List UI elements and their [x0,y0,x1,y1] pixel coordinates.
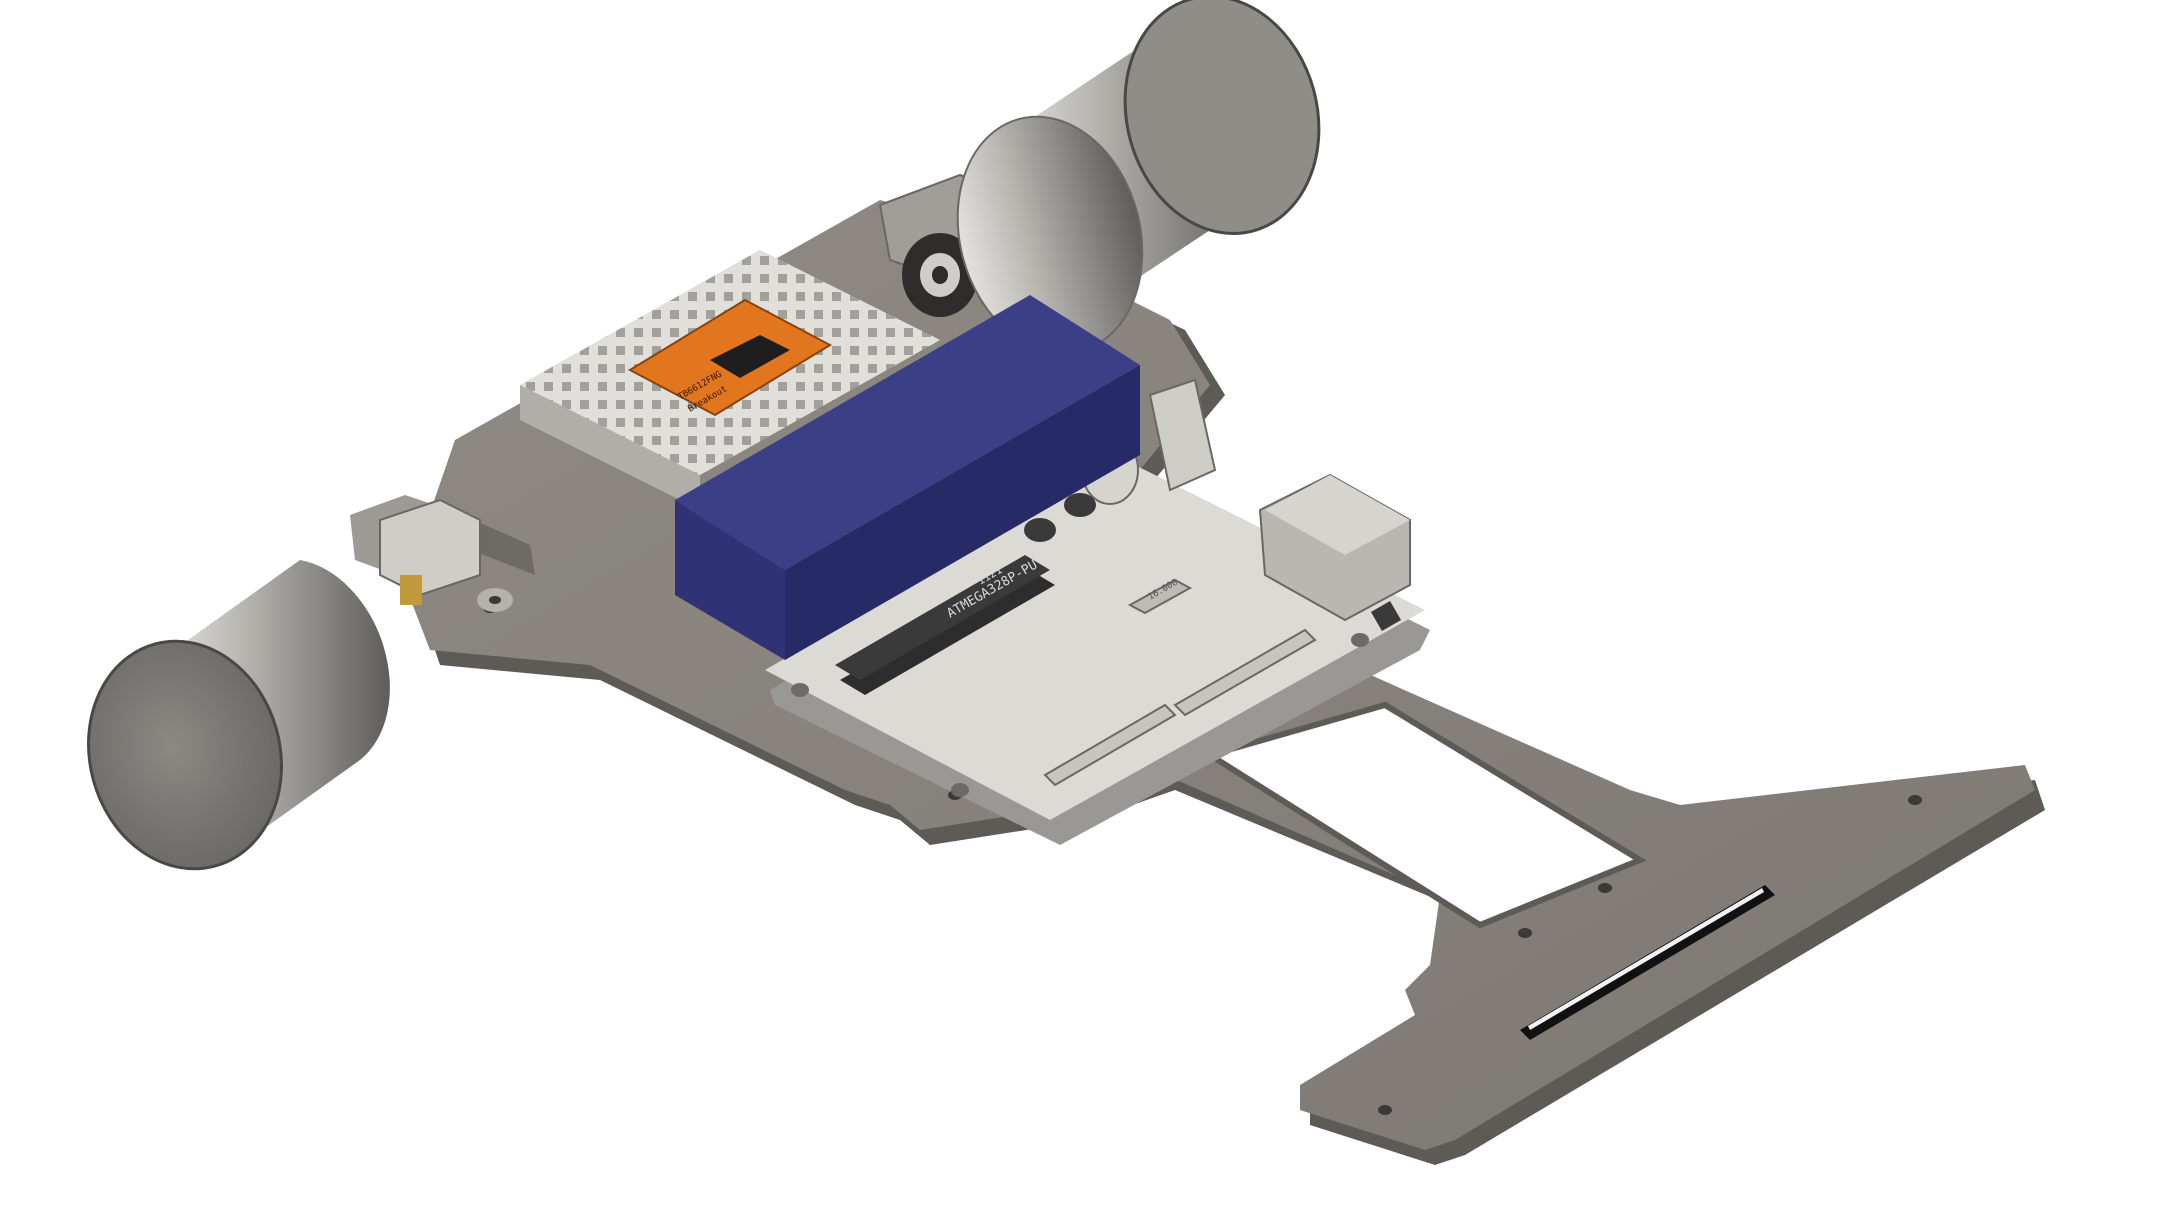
left-gearmotor [379,498,481,605]
capacitors [1024,493,1096,542]
motor-driver-board: TB6612FNG Breakout [627,298,833,417]
header-digital [1043,628,1317,787]
plate-cutout [1202,701,1647,929]
usb-connector [1258,473,1411,622]
line-sensor-array [1520,885,1775,1040]
battery-pack [675,295,1140,660]
left-wheel [87,560,390,871]
right-wheel [956,0,1321,355]
arduino-board: ATMEGA328P-PU 1121 16.000 [765,378,1430,845]
reset-button [1370,600,1402,632]
